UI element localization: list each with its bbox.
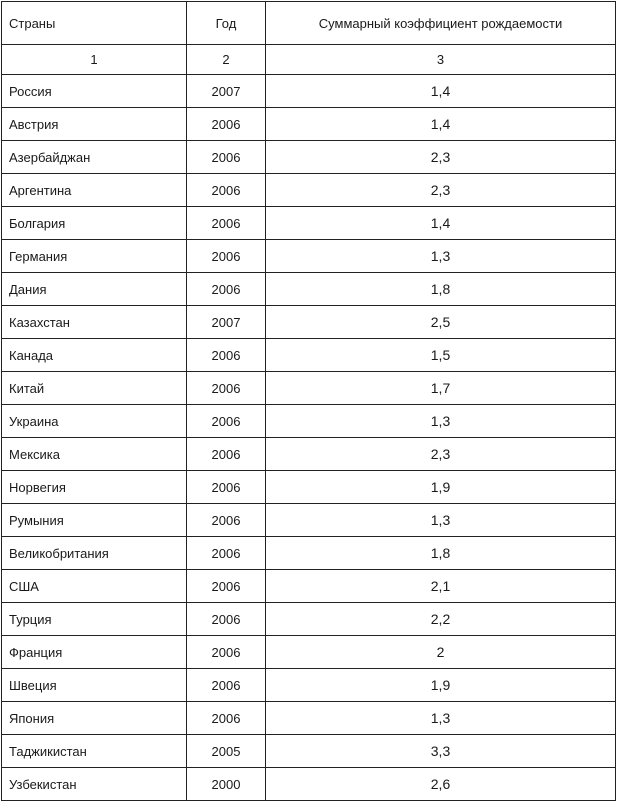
country-cell: Узбекистан (1, 767, 187, 801)
fertility-value-cell: 2 (265, 635, 616, 669)
fertility-value-cell: 2,3 (265, 173, 616, 207)
year-cell: 2006 (186, 173, 266, 207)
country-cell: Франция (1, 635, 187, 669)
table-row: Китай 2006 1,7 (1, 371, 616, 405)
table-row: Азербайджан 2006 2,3 (1, 140, 616, 174)
header-row: Страны Год Суммарный коэффициент рождаем… (1, 1, 616, 45)
fertility-value-cell: 2,6 (265, 767, 616, 801)
fertility-value-cell: 2,2 (265, 602, 616, 636)
year-cell: 2007 (186, 74, 266, 108)
country-cell: Болгария (1, 206, 187, 240)
fertility-value-cell: 2,3 (265, 437, 616, 471)
column-number-3: 3 (265, 44, 616, 75)
country-cell: Азербайджан (1, 140, 187, 174)
fertility-value-cell: 2,1 (265, 569, 616, 603)
year-cell: 2006 (186, 602, 266, 636)
country-cell: Турция (1, 602, 187, 636)
fertility-value-cell: 1,4 (265, 206, 616, 240)
year-cell: 2006 (186, 701, 266, 735)
country-cell: Украина (1, 404, 187, 438)
table-row: Мексика 2006 2,3 (1, 437, 616, 471)
fertility-value-cell: 1,4 (265, 107, 616, 141)
fertility-value-cell: 3,3 (265, 734, 616, 768)
country-cell: Мексика (1, 437, 187, 471)
year-cell: 2006 (186, 470, 266, 504)
year-cell: 2006 (186, 107, 266, 141)
table-row: Дания 2006 1,8 (1, 272, 616, 306)
fertility-value-cell: 2,3 (265, 140, 616, 174)
year-cell: 2006 (186, 140, 266, 174)
year-cell: 2006 (186, 635, 266, 669)
table-row: Япония 2006 1,3 (1, 701, 616, 735)
fertility-value-cell: 1,3 (265, 239, 616, 273)
fertility-value-cell: 1,3 (265, 503, 616, 537)
country-cell: Китай (1, 371, 187, 405)
column-number-row: 1 2 3 (1, 44, 616, 75)
year-cell: 2006 (186, 503, 266, 537)
table-row: Норвегия 2006 1,9 (1, 470, 616, 504)
country-cell: Германия (1, 239, 187, 273)
table-row: Великобритания 2006 1,8 (1, 536, 616, 570)
table-row: Румыния 2006 1,3 (1, 503, 616, 537)
table-row: Аргентина 2006 2,3 (1, 173, 616, 207)
table-row: Болгария 2006 1,4 (1, 206, 616, 240)
fertility-value-cell: 1,4 (265, 74, 616, 108)
table-row: США 2006 2,1 (1, 569, 616, 603)
fertility-value-cell: 1,3 (265, 701, 616, 735)
country-cell: Великобритания (1, 536, 187, 570)
country-cell: США (1, 569, 187, 603)
table-row: Турция 2006 2,2 (1, 602, 616, 636)
fertility-value-cell: 1,8 (265, 272, 616, 306)
fertility-value-cell: 1,9 (265, 470, 616, 504)
year-cell: 2006 (186, 206, 266, 240)
table-row: Россия 2007 1,4 (1, 74, 616, 108)
table-row: Канада 2006 1,5 (1, 338, 616, 372)
table-row: Казахстан 2007 2,5 (1, 305, 616, 339)
country-cell: Казахстан (1, 305, 187, 339)
year-cell: 2006 (186, 272, 266, 306)
country-cell: Япония (1, 701, 187, 735)
year-cell: 2006 (186, 437, 266, 471)
fertility-value-cell: 1,3 (265, 404, 616, 438)
header-year: Год (186, 1, 266, 45)
year-cell: 2006 (186, 536, 266, 570)
year-cell: 2006 (186, 371, 266, 405)
fertility-value-cell: 1,9 (265, 668, 616, 702)
table-row: Франция 2006 2 (1, 635, 616, 669)
fertility-value-cell: 2,5 (265, 305, 616, 339)
fertility-value-cell: 1,7 (265, 371, 616, 405)
table-row: Украина 2006 1,3 (1, 404, 616, 438)
fertility-value-cell: 1,5 (265, 338, 616, 372)
country-cell: Швеция (1, 668, 187, 702)
header-countries: Страны (1, 1, 187, 45)
table-row: Узбекистан 2000 2,6 (1, 767, 616, 801)
header-fertility-rate: Суммарный коэффициент рождаемости (265, 1, 616, 45)
year-cell: 2006 (186, 569, 266, 603)
year-cell: 2006 (186, 668, 266, 702)
table-row: Австрия 2006 1,4 (1, 107, 616, 141)
year-cell: 2006 (186, 338, 266, 372)
country-cell: Норвегия (1, 470, 187, 504)
country-cell: Таджикистан (1, 734, 187, 768)
year-cell: 2005 (186, 734, 266, 768)
country-cell: Дания (1, 272, 187, 306)
country-cell: Россия (1, 74, 187, 108)
country-cell: Канада (1, 338, 187, 372)
year-cell: 2006 (186, 239, 266, 273)
country-cell: Румыния (1, 503, 187, 537)
fertility-value-cell: 1,8 (265, 536, 616, 570)
column-number-2: 2 (186, 44, 266, 75)
year-cell: 2000 (186, 767, 266, 801)
country-cell: Аргентина (1, 173, 187, 207)
table-row: Таджикистан 2005 3,3 (1, 734, 616, 768)
column-number-1: 1 (1, 44, 187, 75)
country-cell: Австрия (1, 107, 187, 141)
table-row: Германия 2006 1,3 (1, 239, 616, 273)
year-cell: 2007 (186, 305, 266, 339)
table-row: Швеция 2006 1,9 (1, 668, 616, 702)
year-cell: 2006 (186, 404, 266, 438)
